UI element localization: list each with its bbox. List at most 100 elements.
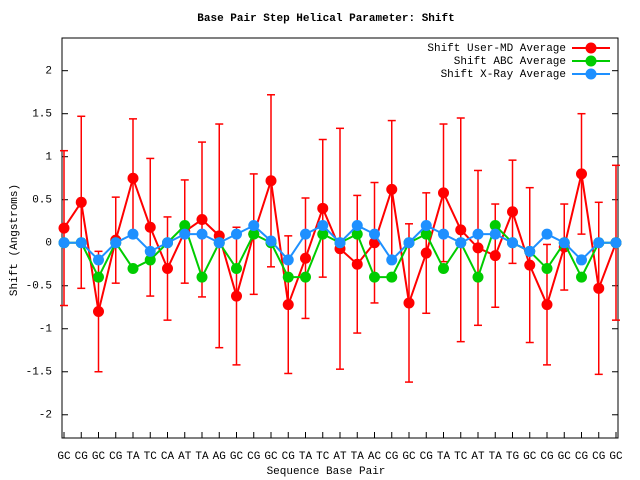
point [558, 237, 570, 249]
point [162, 237, 173, 249]
point [248, 220, 260, 232]
point [334, 237, 346, 249]
point [489, 250, 501, 262]
point [472, 271, 484, 283]
legend-label: Shift X-Ray Average [441, 69, 566, 81]
point [196, 271, 208, 283]
point [317, 228, 329, 240]
point [317, 202, 329, 214]
x-tick-label: TG [506, 451, 519, 463]
point [420, 247, 432, 259]
point [403, 237, 415, 249]
y-tick-label: 1.5 [32, 109, 52, 121]
point [576, 168, 587, 180]
point [93, 306, 104, 318]
legend-label: Shift User-MD Average [427, 43, 566, 55]
point [282, 299, 294, 311]
x-tick-label: CG [385, 451, 398, 463]
y-axis-label: Shift (Angstroms) [9, 184, 21, 296]
point [576, 254, 587, 266]
legend-marker [585, 68, 597, 80]
legend-label: Shift ABC Average [454, 56, 566, 68]
point [455, 224, 467, 236]
x-tick-label: AT [471, 451, 485, 463]
point [369, 228, 380, 240]
point [593, 282, 605, 294]
x-tick-label: TA [437, 451, 451, 463]
y-tick-label: -0.5 [26, 281, 52, 293]
x-tick-label: TA [299, 451, 313, 463]
x-tick-label: AT [333, 451, 347, 463]
point [472, 242, 484, 254]
point [386, 271, 398, 283]
point [489, 220, 501, 232]
point [610, 237, 622, 249]
point [75, 237, 87, 249]
x-tick-label: GC [264, 451, 278, 463]
point [507, 206, 518, 218]
point [75, 196, 87, 208]
point [541, 228, 553, 240]
x-tick-label: GC [402, 451, 416, 463]
point [144, 221, 156, 233]
point [231, 290, 242, 302]
point [179, 220, 191, 232]
x-tick-label: CG [592, 451, 605, 463]
point [541, 299, 553, 311]
point [179, 228, 191, 240]
point [300, 271, 311, 283]
point [127, 228, 139, 240]
point [489, 228, 501, 240]
y-tick-label: -1 [39, 324, 53, 336]
point [576, 271, 587, 283]
chart-title: Base Pair Step Helical Parameter: Shift [197, 13, 454, 25]
x-tick-label: CG [247, 451, 260, 463]
x-tick-label: TA [126, 451, 140, 463]
point [351, 228, 363, 240]
point [351, 220, 363, 232]
point [541, 263, 553, 275]
legend-marker [585, 42, 597, 54]
x-tick-label: AT [178, 451, 192, 463]
x-tick-label: GC [230, 451, 244, 463]
y-tick-label: 0.5 [32, 195, 52, 207]
point [231, 228, 242, 240]
x-tick-label: CG [420, 451, 433, 463]
legend-marker [585, 55, 597, 67]
point [524, 259, 536, 271]
point [386, 254, 398, 266]
x-tick-label: TC [316, 451, 330, 463]
y-tick-label: -2 [39, 410, 52, 422]
point [110, 237, 122, 249]
x-tick-label: CG [282, 451, 295, 463]
point [213, 237, 225, 249]
point [403, 297, 415, 309]
point [58, 222, 70, 234]
x-tick-label: TC [454, 451, 468, 463]
x-axis-label: Sequence Base Pair [267, 466, 386, 478]
point [351, 258, 363, 270]
point [231, 263, 242, 275]
point [144, 245, 156, 257]
point [455, 237, 467, 249]
point [196, 214, 208, 226]
point [300, 252, 311, 264]
point [265, 235, 277, 247]
point [593, 237, 605, 249]
point [438, 187, 449, 199]
point [282, 254, 294, 266]
x-tick-label: AG [213, 451, 226, 463]
point [196, 228, 208, 240]
point [317, 220, 329, 232]
point [144, 254, 156, 266]
point [300, 228, 311, 240]
x-tick-label: GC [57, 451, 71, 463]
x-tick-label: CG [109, 451, 122, 463]
point [369, 271, 380, 283]
x-tick-label: CA [161, 451, 175, 463]
x-tick-label: CG [540, 451, 553, 463]
point [386, 183, 398, 195]
x-tick-label: GC [523, 451, 537, 463]
point [507, 237, 518, 249]
point [265, 175, 277, 187]
